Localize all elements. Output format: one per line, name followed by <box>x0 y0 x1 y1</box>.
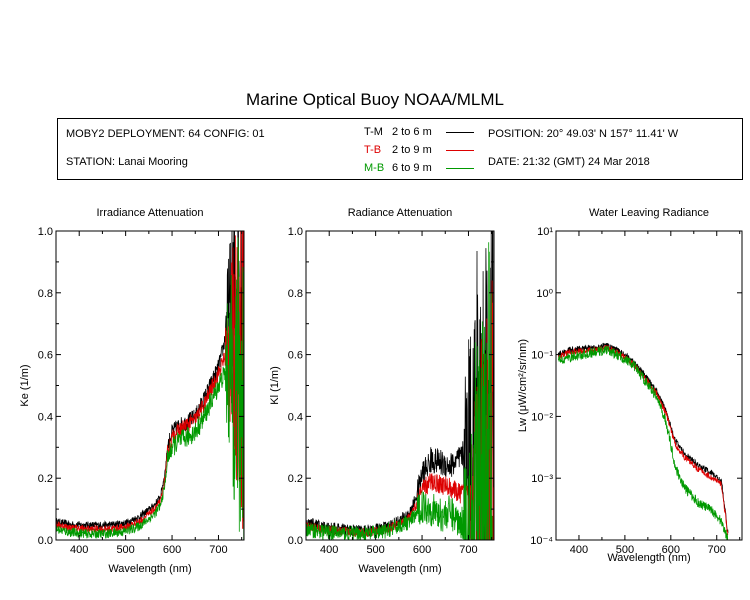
y-tick-label: 0.0 <box>38 535 53 547</box>
y-tick-label: 1.0 <box>38 226 53 238</box>
x-tick-label: 700 <box>708 544 726 556</box>
legend-range-mb: 6 to 9 m <box>392 162 432 174</box>
series-m-b <box>557 345 729 540</box>
y-axis-label: Kl (1/m) <box>269 366 281 405</box>
series-group <box>557 342 729 540</box>
deployment-text: MOBY2 DEPLOYMENT: 64 CONFIG: 01 <box>66 128 265 140</box>
series-m-b <box>306 242 494 540</box>
y-tick-label: 1.0 <box>288 226 303 238</box>
chart-title: Radiance Attenuation <box>348 207 453 219</box>
x-tick-label: 400 <box>70 544 88 556</box>
chart-title: Water Leaving Radiance <box>589 207 709 219</box>
position-text: POSITION: 20° 49.03' N 157° 11.41' W <box>488 128 679 140</box>
x-tick-label: 700 <box>459 544 477 556</box>
y-tick-label: 10⁻² <box>531 411 553 423</box>
y-tick-label: 0.8 <box>38 288 53 300</box>
x-axis-label: Wavelength (nm) <box>358 563 441 575</box>
legend-line-mb <box>446 168 474 169</box>
x-tick-label: 600 <box>662 544 680 556</box>
y-tick-label: 10⁻³ <box>531 473 553 485</box>
legend-code-mb: M-B <box>364 162 385 174</box>
legend-code-tb: T-B <box>364 144 382 156</box>
plot-frame <box>555 230 743 541</box>
series-group <box>306 231 494 540</box>
chart-title: Irradiance Attenuation <box>96 207 203 219</box>
y-tick-label: 10⁻¹ <box>531 350 553 362</box>
y-tick-label: 0.2 <box>288 473 303 485</box>
station-text: STATION: Lanai Mooring <box>66 156 188 168</box>
x-tick-label: 600 <box>413 544 431 556</box>
x-tick-label: 500 <box>616 544 634 556</box>
series-t-m <box>557 342 729 533</box>
y-tick-label: 0.4 <box>38 411 53 423</box>
legend-line-tb <box>446 150 474 151</box>
chart-2: Radiance Attenuation 400 500 600 700 0.0 0.2 0.… <box>269 207 495 575</box>
x-tick-label: 400 <box>570 544 588 556</box>
series-m-b <box>56 237 244 540</box>
legend-range-tb: 2 to 9 m <box>392 144 432 156</box>
y-tick-label: 0.4 <box>288 411 303 423</box>
legend-code-tm: T-M <box>364 126 383 138</box>
y-tick-label: 10⁰ <box>536 288 553 300</box>
info-box: MOBY2 DEPLOYMENT: 64 CONFIG: 01 STATION:… <box>57 118 743 180</box>
chart-3: Water Leaving Radiance 400 500 600 700 10⁻⁴ 10… <box>517 207 743 564</box>
y-tick-label: 10⁻⁴ <box>530 535 553 547</box>
x-tick-label: 600 <box>163 544 181 556</box>
chart-1: Irradiance Attenuation 400 500 600 700 0.0 0.2… <box>19 207 245 575</box>
date-text: DATE: 21:32 (GMT) 24 Mar 2018 <box>488 156 650 168</box>
x-tick-label: 700 <box>209 544 227 556</box>
y-axis-label: Lw (μW/cm²/sr/nm) <box>517 339 529 432</box>
page-title: Marine Optical Buoy NOAA/MLML <box>246 90 504 109</box>
series-t-m <box>56 231 244 530</box>
y-tick-label: 10¹ <box>537 226 553 238</box>
series-t-b <box>56 231 244 533</box>
y-tick-label: 0.6 <box>288 350 303 362</box>
y-tick-label: 0.2 <box>38 473 53 485</box>
series-group <box>56 231 244 540</box>
legend-line-tm <box>446 132 474 133</box>
y-tick-label: 0.8 <box>288 288 303 300</box>
y-axis-label: Ke (1/m) <box>19 364 31 406</box>
legend-range-tm: 2 to 6 m <box>392 126 432 138</box>
x-tick-label: 500 <box>116 544 134 556</box>
x-tick-label: 500 <box>366 544 384 556</box>
y-tick-label: 0.6 <box>38 350 53 362</box>
x-axis-label: Wavelength (nm) <box>108 563 191 575</box>
x-tick-label: 400 <box>320 544 338 556</box>
y-tick-label: 0.0 <box>288 535 303 547</box>
x-axis-label: Wavelength (nm) <box>607 552 690 564</box>
